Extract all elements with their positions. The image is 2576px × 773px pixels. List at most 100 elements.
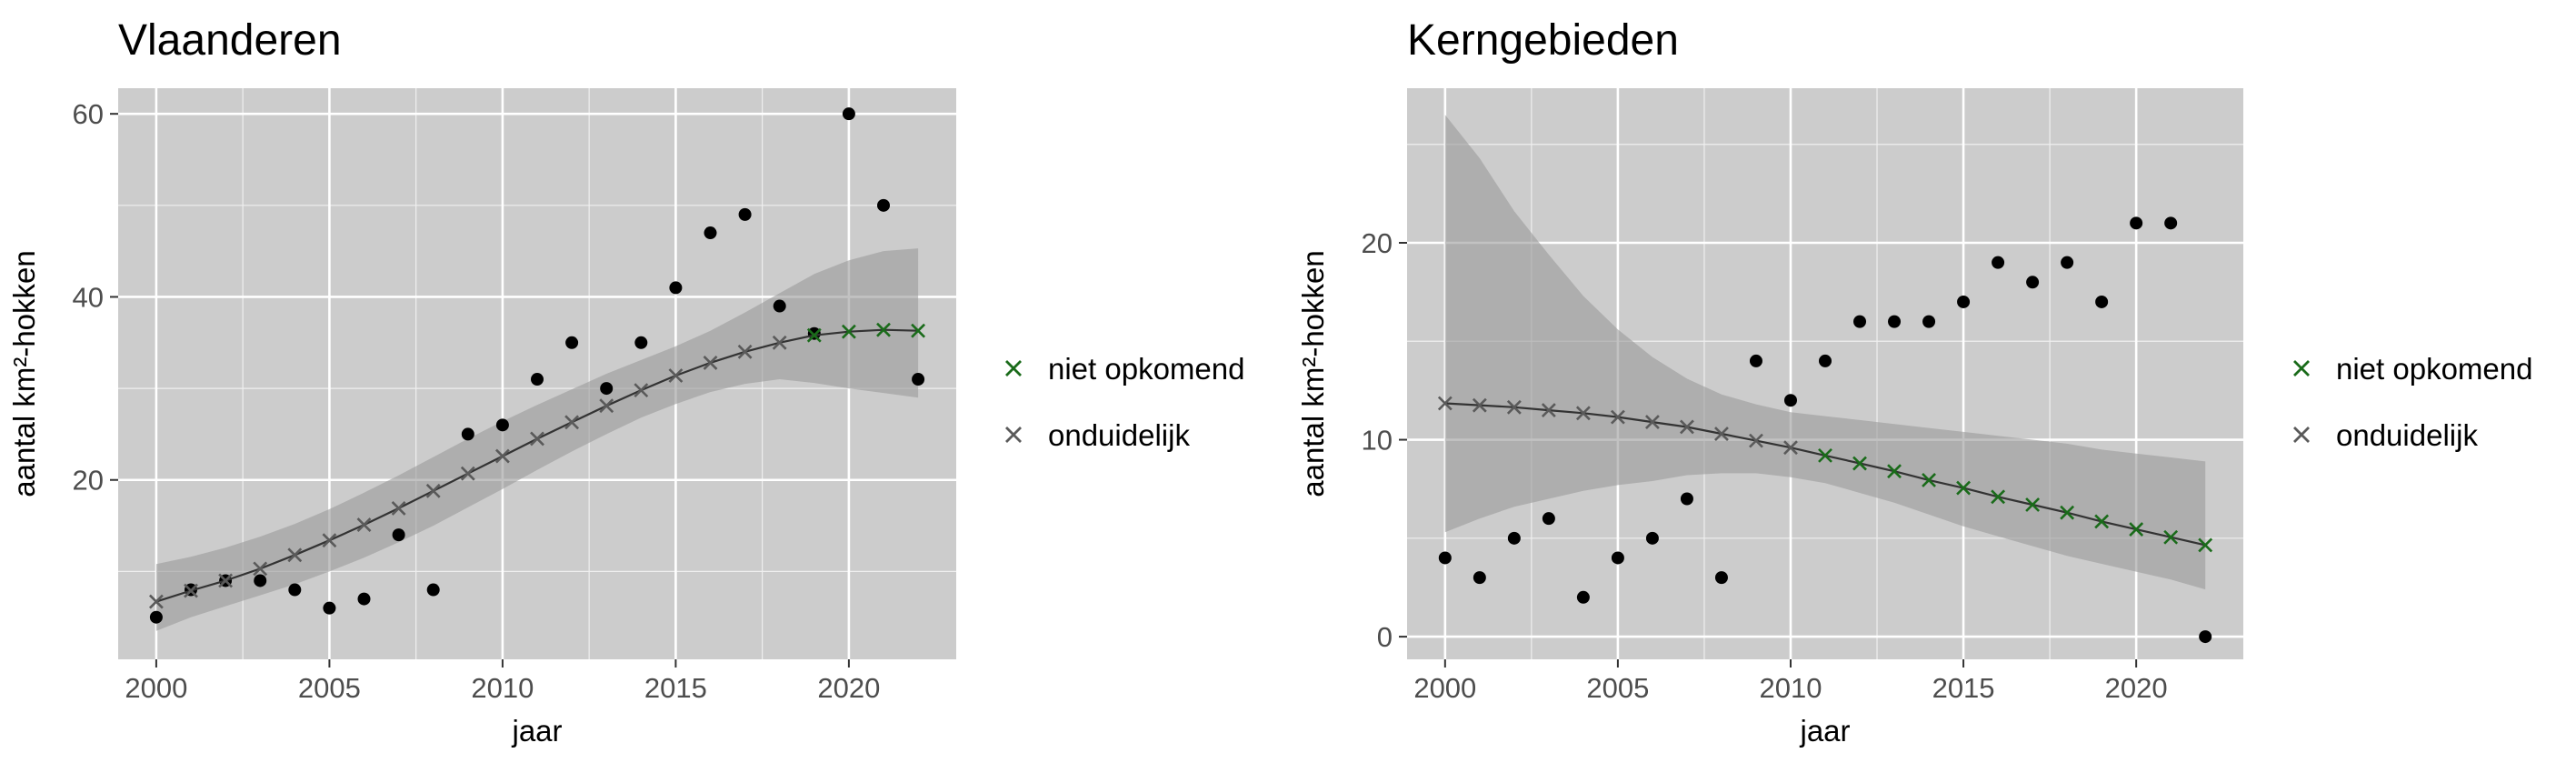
- trend-marker-2001: [1472, 397, 1487, 413]
- data-point-2021: [2164, 216, 2178, 230]
- trend-marker-2020: [2129, 522, 2144, 537]
- trend-marker-2018: [772, 335, 787, 350]
- y-tick-label: 0: [1377, 621, 1393, 653]
- data-point-2014: [634, 336, 648, 349]
- data-point-2022: [2199, 630, 2212, 644]
- trend-marker-2009: [1749, 433, 1763, 448]
- legend-label: niet opkomend: [2336, 352, 2532, 386]
- trend-marker-2021: [876, 322, 891, 337]
- data-point-2009: [461, 427, 474, 441]
- trend-marker-2013: [1887, 464, 1902, 479]
- trend-marker-2010: [494, 448, 510, 464]
- panel-vlaanderen: 2000 2005 2010 2015 2020204060Vlaanderenjaar…: [7, 16, 1244, 748]
- legend: niet opkomend onduidelijk: [2293, 352, 2532, 452]
- data-point-2006: [357, 592, 371, 606]
- legend-key-cross-icon: [2293, 427, 2310, 443]
- trend-marker-2013: [599, 398, 614, 414]
- data-point-2019: [807, 326, 821, 340]
- data-point-2016: [704, 226, 717, 240]
- trend-marker-2012: [1852, 456, 1867, 471]
- x-tick-label: 2010: [471, 672, 534, 704]
- legend: niet opkomend onduidelijk: [1005, 352, 1244, 452]
- y-axis-title: aantal km²-hokken: [7, 250, 41, 497]
- y-tick-label: 20: [1362, 227, 1393, 259]
- legend-label: onduidelijk: [2336, 418, 2478, 452]
- data-point-2021: [876, 198, 890, 212]
- data-point-2014: [1922, 315, 1936, 328]
- trend-marker-2006: [356, 517, 372, 532]
- trend-marker-2022: [911, 323, 926, 338]
- x-tick-label: 2020: [817, 672, 880, 704]
- trend-marker-2014: [634, 383, 649, 398]
- legend-label: niet opkomend: [1048, 352, 1244, 386]
- trend-marker-2012: [564, 415, 580, 430]
- x-tick-label: 2005: [298, 672, 361, 704]
- data-point-2011: [531, 373, 544, 386]
- x-axis-title: jaar: [1799, 714, 1850, 748]
- trend-marker-2004: [1575, 406, 1591, 421]
- y-tick-label: 10: [1362, 425, 1393, 457]
- data-point-2005: [323, 601, 336, 615]
- data-point-2019: [2095, 295, 2109, 308]
- trend-marker-2019: [2094, 514, 2110, 529]
- x-tick-label: 2000: [125, 672, 187, 704]
- trend-marker-2011: [1818, 447, 1832, 463]
- data-point-2015: [1957, 295, 1971, 308]
- data-point-2013: [600, 382, 614, 396]
- trend-markers: [148, 322, 926, 609]
- trend-marker-2011: [530, 431, 544, 447]
- x-tick-label: 2015: [1932, 672, 1995, 704]
- trend-marker-2021: [2163, 529, 2179, 545]
- observed-points: [1438, 216, 2212, 644]
- data-point-2011: [1819, 354, 1832, 367]
- data-point-2004: [288, 583, 302, 597]
- minor-grid: [118, 88, 956, 659]
- trend-marker-2003: [253, 561, 268, 577]
- trend-marker-2008: [425, 483, 441, 498]
- data-point-2022: [912, 373, 925, 386]
- trend-marker-2004: [287, 547, 303, 563]
- data-point-2003: [254, 574, 267, 587]
- legend-key-cross-icon: [1005, 360, 1022, 376]
- x-axis-title: jaar: [511, 714, 562, 748]
- trend-marker-2002: [1506, 399, 1522, 415]
- x-tick-label: 2010: [1759, 672, 1822, 704]
- legend-key-cross-icon: [1005, 427, 1022, 443]
- data-point-2013: [1888, 315, 1902, 328]
- trend-marker-2017: [737, 344, 753, 359]
- data-point-2012: [565, 336, 579, 349]
- panel-title: Vlaanderen: [118, 16, 342, 65]
- trend-marker-2006: [1645, 415, 1660, 429]
- trend-marker-2007: [391, 501, 406, 516]
- data-point-2016: [1992, 256, 2005, 269]
- x-tick-label: 2005: [1586, 672, 1649, 704]
- y-tick-label: 60: [73, 98, 104, 130]
- trend-markers: [1437, 396, 2213, 553]
- y-axis-title: aantal km²-hokken: [1296, 250, 1330, 497]
- trend-marker-2000: [148, 594, 164, 609]
- y-tick-label: 40: [73, 281, 104, 313]
- trend-marker-2000: [1437, 396, 1453, 411]
- data-point-2017: [2026, 276, 2040, 289]
- data-point-2003: [1542, 512, 1555, 526]
- trend-marker-2015: [668, 368, 684, 383]
- trend-marker-2017: [2025, 497, 2041, 512]
- data-point-2004: [1576, 590, 1590, 604]
- data-point-2017: [738, 207, 752, 221]
- panel-title: Kerngebieden: [1407, 16, 1679, 65]
- trend-marker-2009: [460, 466, 475, 481]
- data-point-2018: [773, 299, 786, 313]
- data-point-2007: [1680, 492, 1693, 506]
- trend-marker-2002: [218, 573, 234, 588]
- trend-marker-2018: [2060, 505, 2075, 520]
- trend-marker-2010: [1783, 440, 1798, 456]
- trend-marker-2008: [1714, 427, 1729, 441]
- data-point-2015: [669, 281, 683, 295]
- legend-label: onduidelijk: [1048, 418, 1190, 452]
- confidence-ribbon: [1444, 115, 2206, 590]
- trend-marker-2020: [841, 324, 856, 339]
- y-tick-label: 20: [73, 465, 104, 497]
- data-point-2007: [392, 528, 405, 542]
- trend-marker-2014: [1922, 473, 1936, 487]
- legend-key-cross-icon: [2293, 360, 2310, 376]
